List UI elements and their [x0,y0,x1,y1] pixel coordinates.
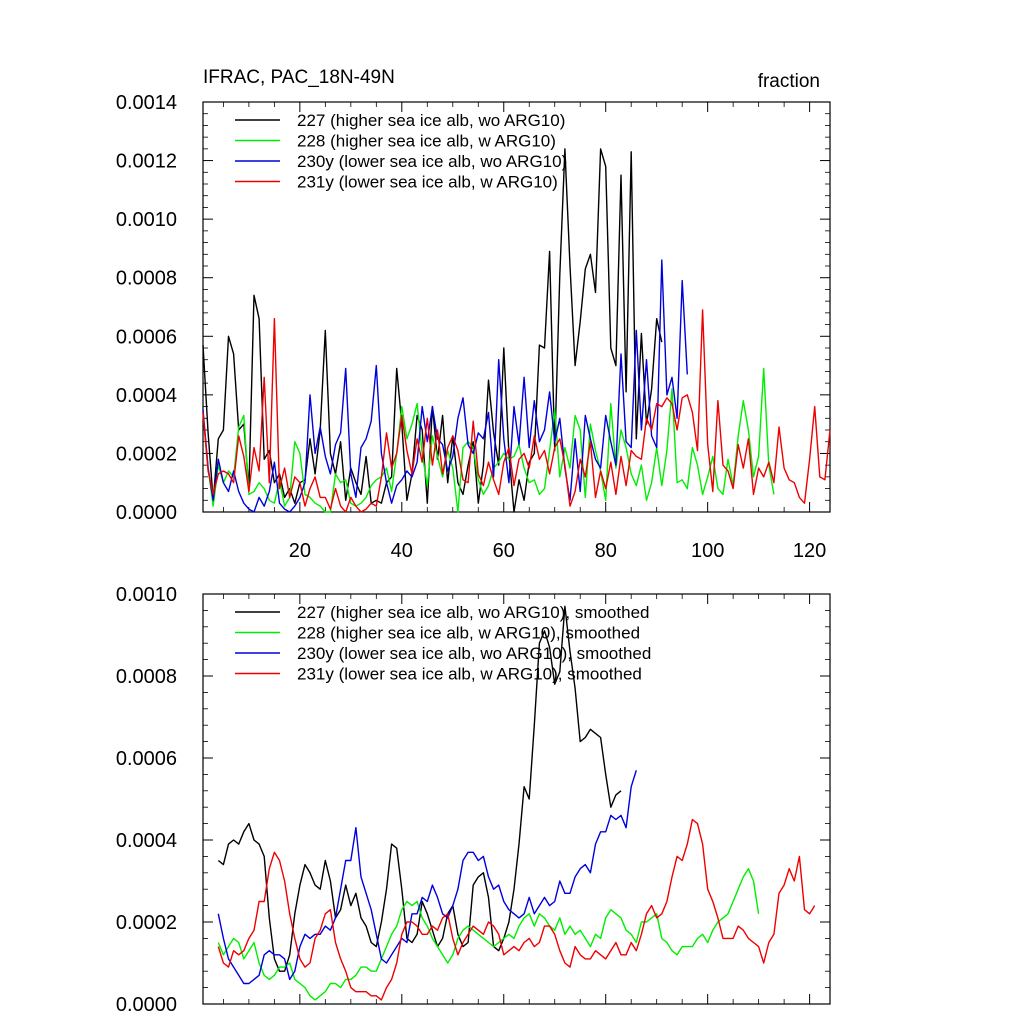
series-line-228 [217,868,760,1001]
chart-right-title: fraction [758,71,820,92]
y-tick-label: 0.0002 [116,443,177,465]
y-tick-label: 0.0006 [116,326,177,348]
series-line-231y [217,818,816,1001]
legend-label-231y: 231y (lower sea ice alb, w ARG10), smoot… [297,665,642,684]
y-tick-label: 0.0004 [116,830,177,852]
series-line-231y [202,309,831,513]
y-tick-label: 0.0014 [116,92,177,114]
top-panel: 0.0000 0.0002 0.0004 0.0006 0.0008 0.0010 0.00… [116,67,831,562]
series-line-230y [217,770,637,985]
y-tick-label: 0.0012 [116,151,177,173]
x-tick-label: 40 [391,540,413,562]
y-tick-label: 0.0010 [116,584,177,606]
series-line-230y [202,259,688,513]
y-tick-label: 0.0000 [116,994,177,1016]
bottom-panel: 0.0000 0.0002 0.0004 0.0006 0.0008 0.0010 227 … [116,584,831,1016]
legend-label-230y: 230y (lower sea ice alb, wo ARG10), smoo… [297,644,651,663]
legend-label-228: 228 (higher sea ice alb, w ARG10) [297,132,556,151]
x-tick-label: 100 [691,540,724,562]
legend-label-227: 227 (higher sea ice alb, wo ARG10) [297,111,565,130]
x-tick-label: 80 [595,540,617,562]
y-tick-label: 0.0006 [116,748,177,770]
y-tick-label: 0.0004 [116,385,177,407]
y-tick-label: 0.0010 [116,209,177,231]
legend-label-228: 228 (higher sea ice alb, w ARG10), smoot… [297,624,640,643]
y-tick-label: 0.0002 [116,912,177,934]
legend-label-230y: 230y (lower sea ice alb, wo ARG10) [297,152,567,171]
y-tick-label: 0.0000 [116,502,177,524]
legend-label-227: 227 (higher sea ice alb, wo ARG10), smoo… [297,603,649,622]
x-tick-label: 20 [289,540,311,562]
chart-title: IFRAC, PAC_18N-49N [203,67,395,88]
x-tick-label: 60 [493,540,515,562]
series-line-227 [202,148,663,513]
y-tick-label: 0.0008 [116,666,177,688]
x-tick-label: 120 [793,540,826,562]
plot-frame [202,593,831,1005]
y-tick-label: 0.0008 [116,268,177,290]
series-line-228 [202,367,775,513]
legend-label-231y: 231y (lower sea ice alb, w ARG10) [297,173,558,192]
series-line-227 [217,605,622,972]
plot-frame [202,101,831,513]
